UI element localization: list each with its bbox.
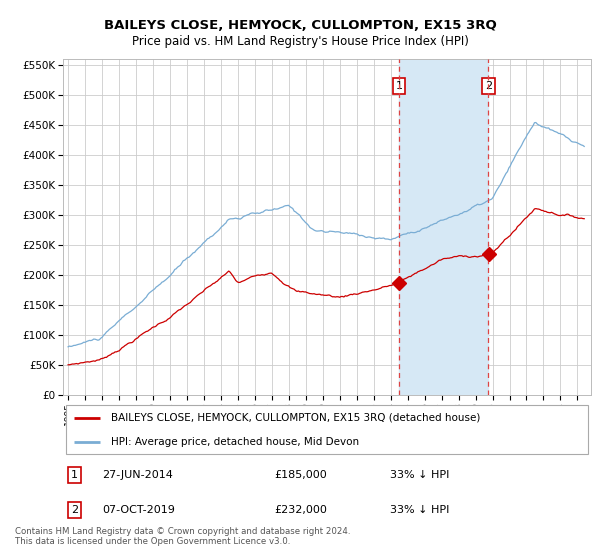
Text: BAILEYS CLOSE, HEMYOCK, CULLOMPTON, EX15 3RQ (detached house): BAILEYS CLOSE, HEMYOCK, CULLOMPTON, EX15… [110, 413, 480, 423]
Text: 1: 1 [395, 81, 403, 91]
Text: 27-JUN-2014: 27-JUN-2014 [103, 470, 173, 480]
Text: £232,000: £232,000 [274, 505, 327, 515]
Text: 2: 2 [71, 505, 78, 515]
Text: Contains HM Land Registry data © Crown copyright and database right 2024.
This d: Contains HM Land Registry data © Crown c… [15, 526, 350, 546]
Text: 07-OCT-2019: 07-OCT-2019 [103, 505, 175, 515]
Text: BAILEYS CLOSE, HEMYOCK, CULLOMPTON, EX15 3RQ: BAILEYS CLOSE, HEMYOCK, CULLOMPTON, EX15… [104, 18, 496, 32]
Text: 1: 1 [71, 470, 78, 480]
Bar [399, 59, 488, 395]
Text: £185,000: £185,000 [274, 470, 327, 480]
Text: 33% ↓ HPI: 33% ↓ HPI [391, 470, 450, 480]
Text: 2: 2 [485, 81, 492, 91]
Text: 33% ↓ HPI: 33% ↓ HPI [391, 505, 450, 515]
FancyBboxPatch shape [65, 405, 589, 454]
Text: Price paid vs. HM Land Registry's House Price Index (HPI): Price paid vs. HM Land Registry's House … [131, 35, 469, 49]
Text: HPI: Average price, detached house, Mid Devon: HPI: Average price, detached house, Mid … [110, 437, 359, 447]
